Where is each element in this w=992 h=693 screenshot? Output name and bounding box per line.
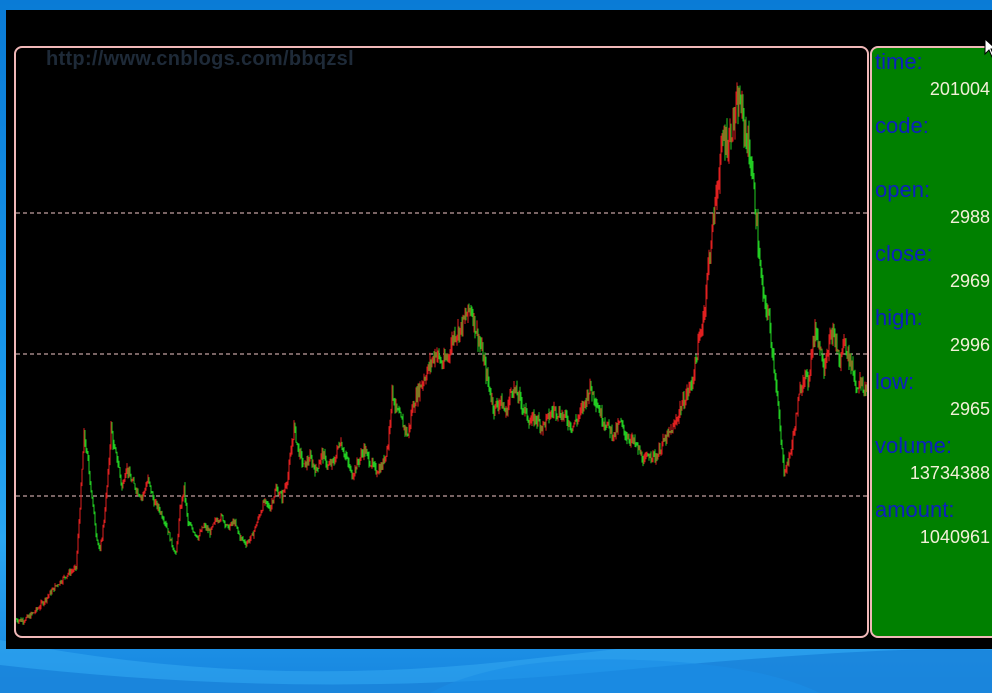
info-value-open: 2988 bbox=[949, 207, 990, 227]
info-panel: time: 201004 code: open: 2988 close: 2969 high:… bbox=[870, 46, 992, 638]
info-value-amount: 1040961 bbox=[919, 527, 990, 547]
candlestick-chart[interactable] bbox=[16, 48, 867, 636]
info-label-high: high: bbox=[875, 305, 923, 330]
info-label-code: code: bbox=[875, 113, 929, 138]
info-label-amount: amount: bbox=[875, 497, 955, 522]
info-label-time: time: bbox=[875, 49, 923, 74]
chart-panel[interactable]: http://www.cnblogs.com/bbqzsl bbox=[14, 46, 869, 638]
watermark-text: http://www.cnblogs.com/bbqzsl bbox=[46, 48, 354, 70]
info-value-high: 2996 bbox=[949, 335, 990, 355]
info-label-open: open: bbox=[875, 177, 931, 202]
info-label-volume: volume: bbox=[875, 433, 953, 458]
info-label-close: close: bbox=[875, 241, 933, 266]
info-label-low: low: bbox=[875, 369, 915, 394]
info-value-time: 201004 bbox=[929, 79, 990, 99]
info-value-volume: 13734388 bbox=[909, 463, 990, 483]
mouse-cursor-icon bbox=[984, 38, 992, 58]
info-value-close: 2969 bbox=[949, 271, 990, 291]
info-value-low: 2965 bbox=[949, 399, 990, 419]
